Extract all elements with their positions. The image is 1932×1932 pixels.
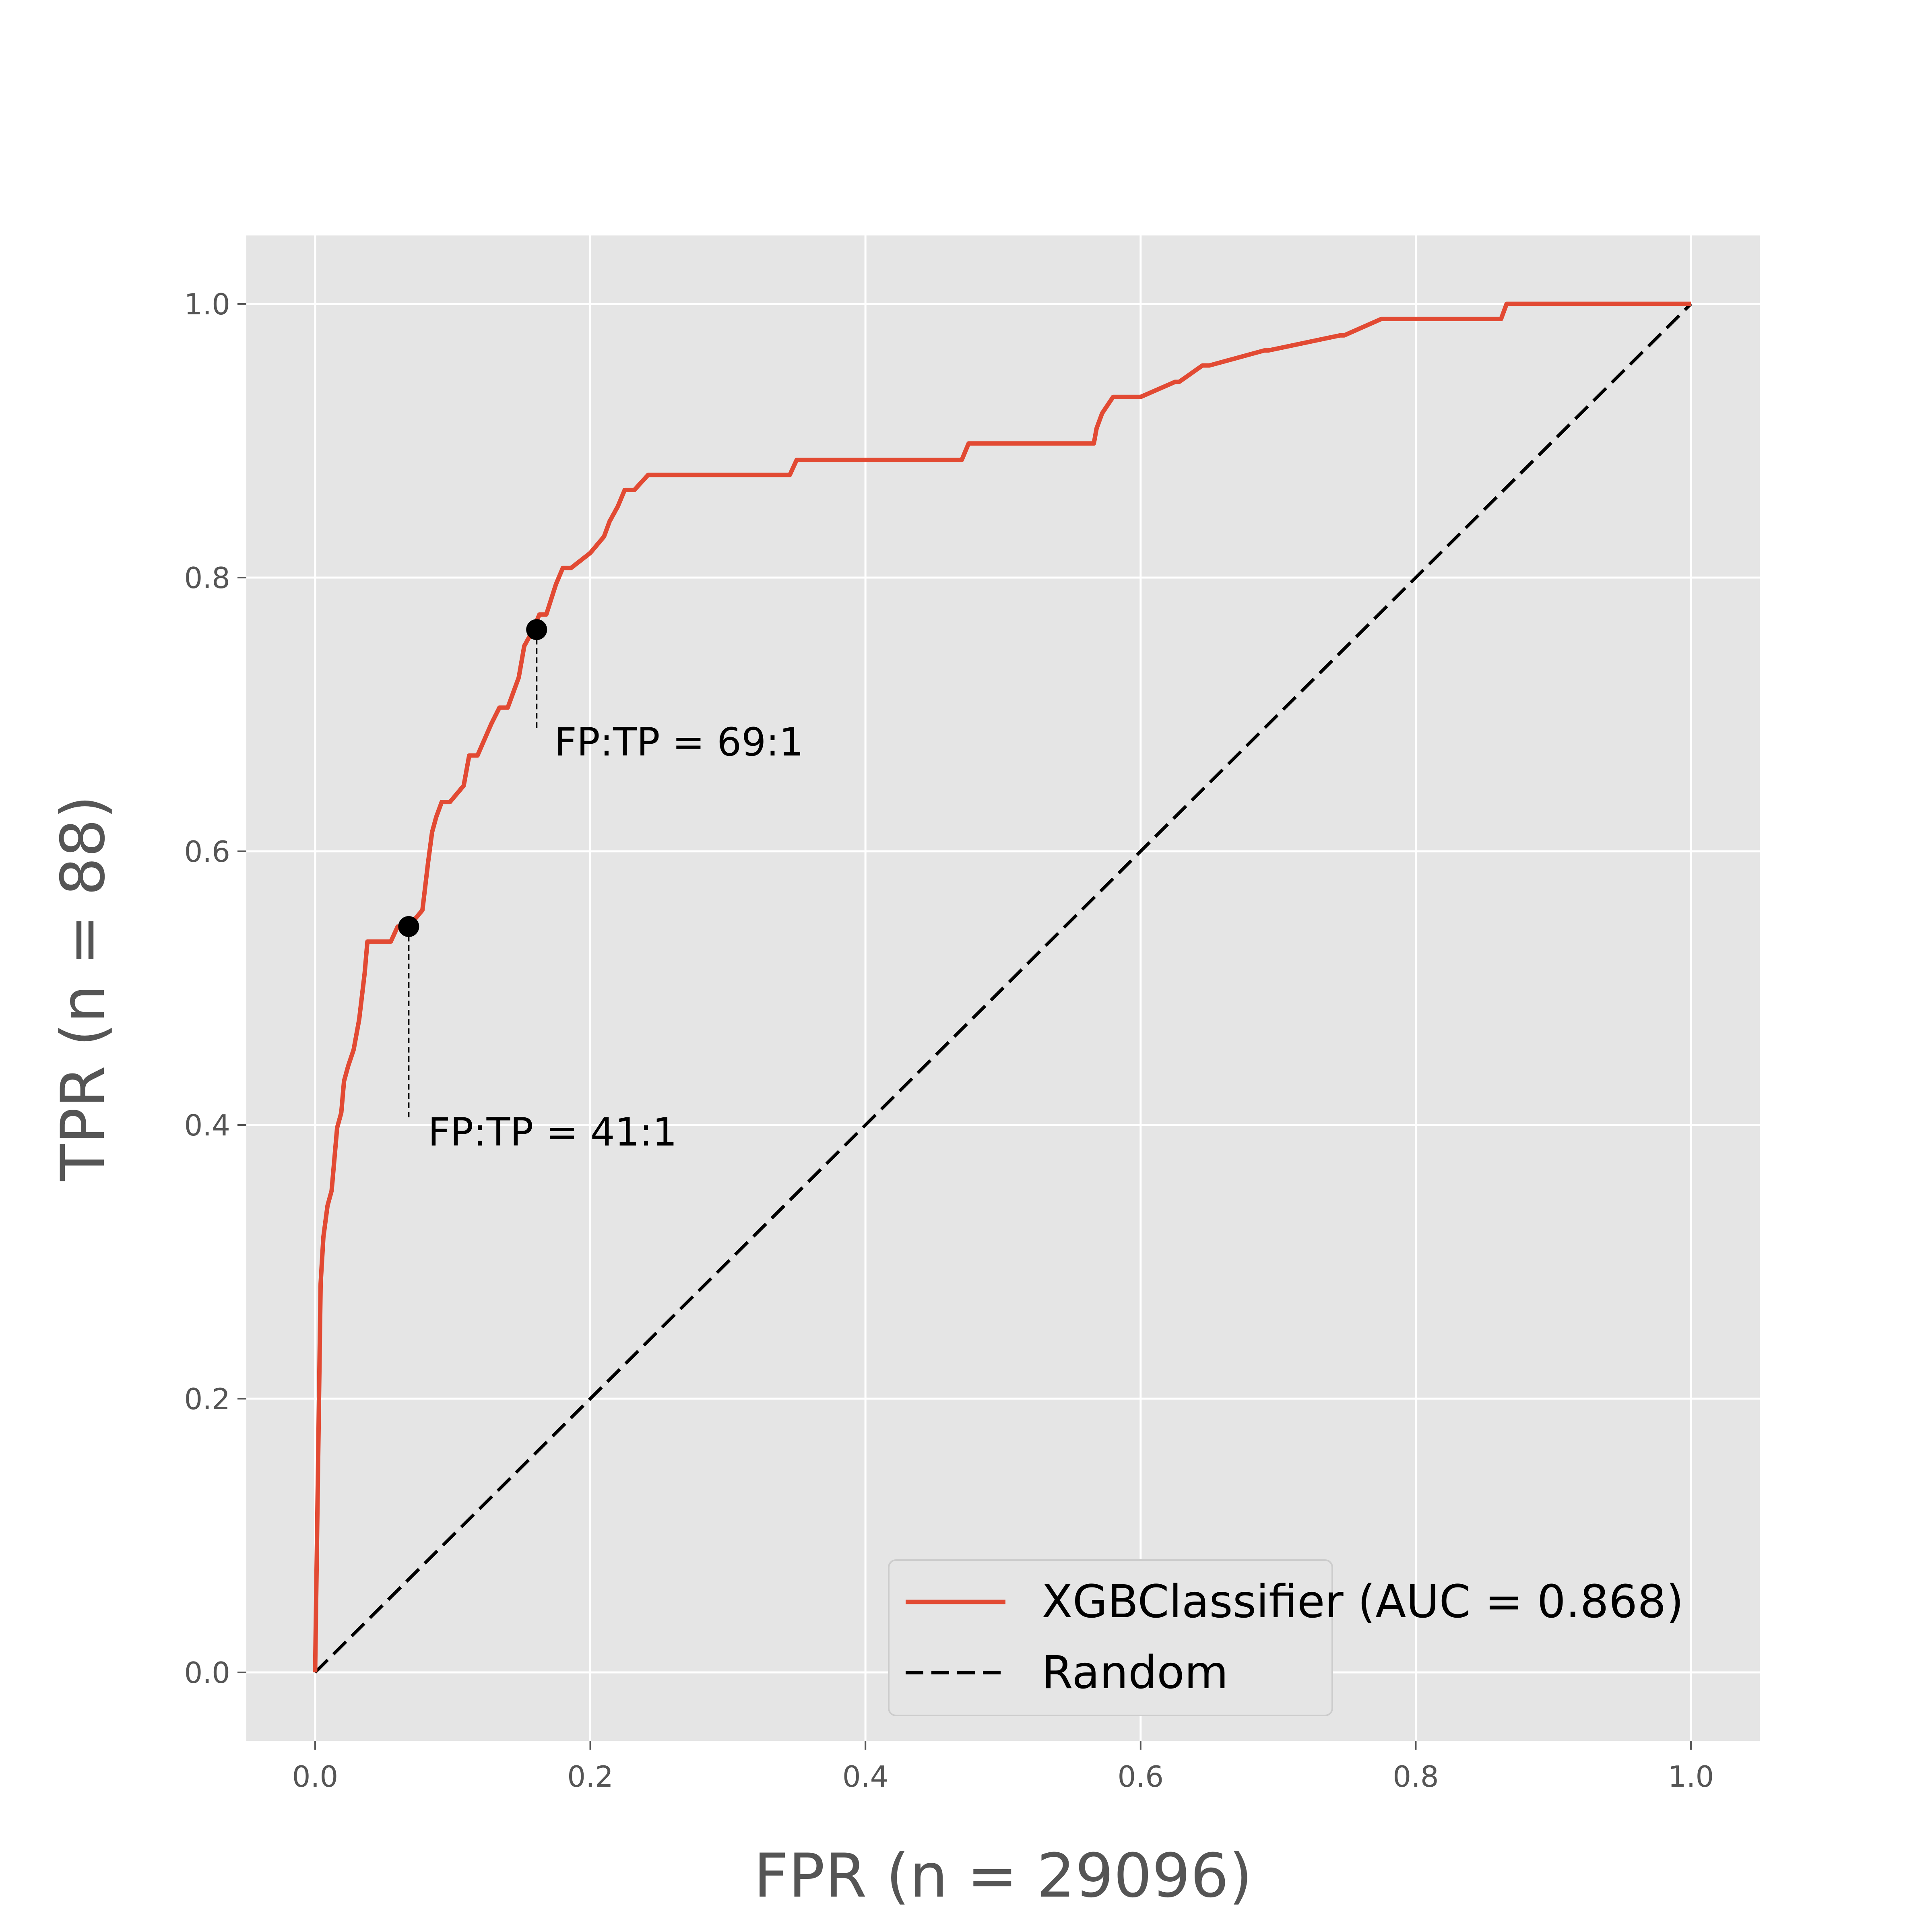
y-tick-label: 0.0: [184, 1656, 230, 1690]
annotations: FP:TP = 41:1 FP:TP = 69:1: [398, 619, 804, 1155]
y-tick-label: 0.6: [184, 835, 230, 869]
legend-box: [888, 1559, 1333, 1716]
roc-curve-line: [313, 301, 1691, 1673]
y-axis-title: TPR (n = 88): [48, 795, 118, 1181]
x-axis-title: FPR (n = 29096): [754, 1841, 1253, 1911]
operating-point-label: FP:TP = 41:1: [428, 1110, 677, 1155]
x-tick-label: 0.2: [567, 1760, 613, 1794]
y-tick-label: 1.0: [184, 287, 230, 321]
legend-label-random: Random: [1042, 1647, 1228, 1699]
x-tick-label: 0.6: [1118, 1760, 1164, 1794]
y-tick-label: 0.8: [184, 561, 230, 595]
x-tick-label: 0.8: [1393, 1760, 1439, 1794]
x-tick-label: 0.0: [292, 1760, 339, 1794]
x-tick-label: 0.4: [842, 1760, 889, 1794]
axis-ticks: 0.0 0.2 0.4 0.6 0.8 1.0 0.0 0.2 0.4 0.6 0.8 1.0: [184, 287, 1714, 1794]
operating-point-marker: [526, 619, 547, 640]
data-lines: [313, 301, 1692, 1674]
legend: XGBClassifier (AUC = 0.868) Random: [888, 1559, 1684, 1716]
legend-label-xgbclassifier: XGBClassifier (AUC = 0.868): [1042, 1576, 1684, 1628]
y-tick-label: 0.2: [184, 1382, 230, 1416]
random-baseline-line: [314, 303, 1692, 1674]
y-tick-label: 0.4: [184, 1108, 230, 1142]
operating-point-label: FP:TP = 69:1: [555, 720, 804, 765]
x-tick-label: 1.0: [1668, 1760, 1714, 1794]
operating-point-marker: [398, 916, 419, 937]
